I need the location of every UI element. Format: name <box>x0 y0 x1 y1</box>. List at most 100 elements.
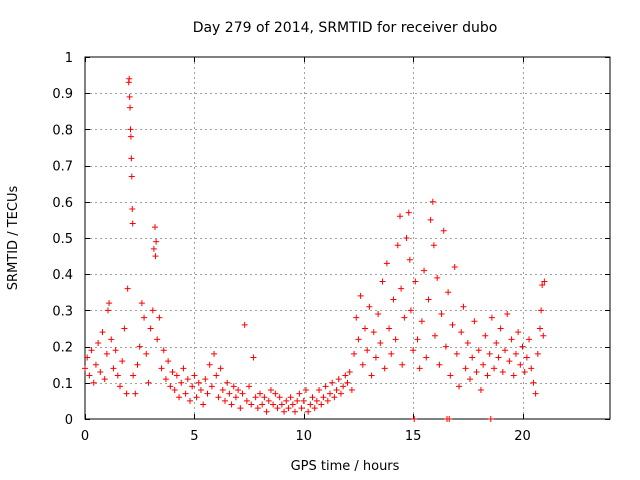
data-point-marker <box>506 358 513 365</box>
y-tick-label: 0.2 <box>52 341 73 356</box>
data-point-marker <box>149 307 156 314</box>
data-point-marker <box>187 397 193 404</box>
data-point-marker <box>197 387 204 394</box>
data-point-marker <box>182 390 189 397</box>
data-point-marker <box>423 354 430 361</box>
data-point-marker <box>200 401 207 408</box>
data-point-marker <box>189 383 196 390</box>
data-point-marker <box>538 307 545 314</box>
data-point-marker <box>103 350 110 357</box>
data-point-marker <box>202 376 209 383</box>
data-point-marker <box>99 329 106 336</box>
data-point-marker <box>440 227 447 234</box>
data-point-marker <box>97 368 104 375</box>
data-point-marker <box>487 416 494 422</box>
data-point-marker <box>421 267 428 274</box>
x-tick-labels: 0 5 10 15 20 <box>81 429 531 444</box>
data-point-marker <box>150 245 157 252</box>
data-point-marker <box>519 343 526 350</box>
data-point-marker <box>410 347 417 354</box>
data-point-marker <box>193 394 200 401</box>
data-point-marker <box>414 336 421 343</box>
data-point-marker <box>528 365 535 372</box>
data-point-marker <box>405 209 412 216</box>
data-point-marker <box>294 397 301 404</box>
data-point-marker <box>362 325 368 332</box>
data-point-marker <box>460 303 467 310</box>
data-point-marker <box>257 390 263 397</box>
data-point-marker <box>129 206 136 213</box>
data-point-marker <box>311 405 318 412</box>
data-point-marker <box>473 368 480 375</box>
data-point-marker <box>90 379 97 386</box>
x-tick-label: 10 <box>295 429 312 444</box>
data-point-marker <box>127 133 134 140</box>
data-point-marker <box>152 224 158 231</box>
data-point-marker <box>171 387 178 394</box>
data-point-marker <box>232 394 239 401</box>
data-point-marker <box>123 390 130 397</box>
data-point-marker <box>523 354 530 361</box>
data-point-marker <box>128 155 135 162</box>
data-point-marker <box>418 318 425 325</box>
data-point-marker <box>162 376 169 383</box>
data-point-marker <box>285 405 292 412</box>
data-point-marker <box>117 383 123 390</box>
data-point-marker <box>401 314 408 321</box>
data-point-marker <box>491 365 498 372</box>
data-point-marker <box>101 376 108 383</box>
data-point-marker <box>252 394 259 401</box>
data-point-marker <box>368 372 375 379</box>
data-point-marker <box>250 354 257 361</box>
data-point-marker <box>246 383 253 390</box>
data-point-marker <box>475 347 482 354</box>
data-point-marker <box>390 296 397 303</box>
y-tick-label: 0 <box>65 413 73 428</box>
data-point-marker <box>222 397 228 404</box>
data-point-marker <box>261 394 268 401</box>
y-tick-label: 0.9 <box>52 87 73 102</box>
data-point-marker <box>213 372 220 379</box>
data-point-marker <box>169 368 176 375</box>
data-point-marker <box>270 401 277 408</box>
data-point-marker <box>237 405 244 412</box>
data-point-marker <box>241 321 248 328</box>
data-point-marker <box>386 325 393 332</box>
data-point-marker <box>497 325 504 332</box>
data-point-marker <box>302 387 309 394</box>
data-point-marker <box>239 390 246 397</box>
y-tick-label: 0.6 <box>52 196 73 211</box>
data-point-marker <box>353 314 360 321</box>
data-point-marker <box>539 282 546 289</box>
data-point-marker <box>114 372 121 379</box>
data-point-marker <box>272 390 279 397</box>
data-point-marker <box>469 354 476 361</box>
data-point-marker <box>127 126 134 133</box>
data-point-marker <box>92 361 99 368</box>
data-point-marker <box>119 358 126 365</box>
y-tick-label: 1 <box>65 51 73 66</box>
data-point-marker <box>342 372 349 379</box>
data-point-marker <box>206 361 213 368</box>
data-point-marker <box>432 332 438 339</box>
data-point-marker <box>383 260 390 267</box>
data-point-marker <box>230 383 237 390</box>
data-point-marker <box>86 372 93 379</box>
data-point-marker <box>228 401 235 408</box>
data-point-marker <box>447 372 454 379</box>
data-point-marker <box>296 390 303 397</box>
data-point-marker <box>180 365 187 372</box>
data-point-marker <box>534 350 541 357</box>
data-point-marker <box>263 408 270 415</box>
data-point-marker <box>458 329 465 336</box>
data-point-marker <box>346 368 353 375</box>
data-point-marker <box>364 347 371 354</box>
data-point-marker <box>416 365 423 372</box>
data-point-marker <box>143 350 150 357</box>
x-tick-label: 20 <box>514 429 531 444</box>
data-point-marker <box>283 397 290 404</box>
y-tick-labels: 0 0.1 0.2 0.3 0.4 0.5 0.6 0.7 0.8 0.9 1 <box>52 51 73 428</box>
data-point-marker <box>517 361 524 368</box>
data-point-marker <box>322 383 329 390</box>
